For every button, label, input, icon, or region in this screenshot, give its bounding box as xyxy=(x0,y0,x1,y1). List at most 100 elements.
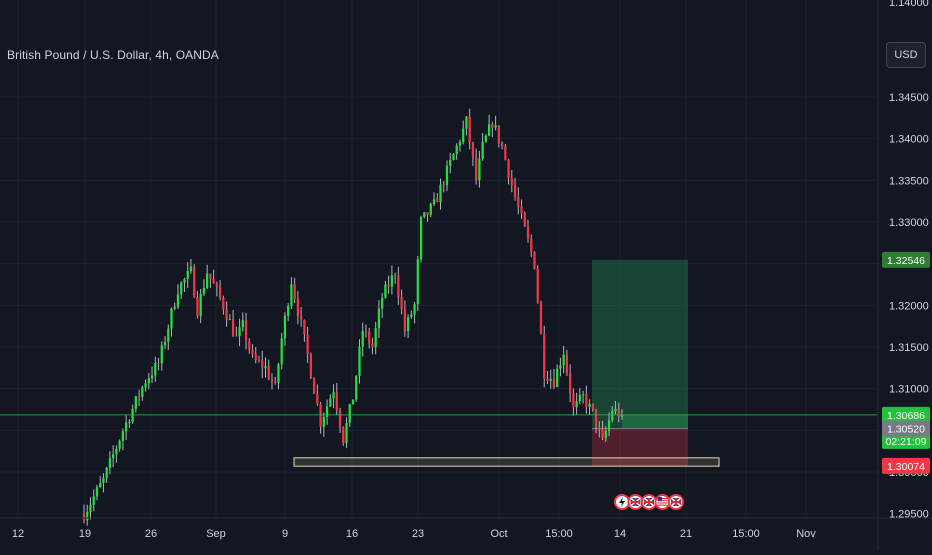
candle-body xyxy=(251,349,254,355)
position-target-zone[interactable] xyxy=(592,259,688,429)
us-canton xyxy=(657,497,662,501)
candle-body xyxy=(393,275,397,277)
candle-body xyxy=(121,431,125,441)
candle-body xyxy=(235,335,238,337)
candle-body xyxy=(280,338,283,365)
candle-body xyxy=(167,328,170,342)
entry-price-tag-bg xyxy=(882,420,930,437)
candle-body xyxy=(533,251,536,269)
economic-events[interactable] xyxy=(614,494,684,510)
target-price-tag[interactable]: 1.32546 xyxy=(882,251,930,268)
price-axis[interactable]: 1.295001.300001.305001.310001.315001.320… xyxy=(877,0,932,550)
candle-body xyxy=(377,308,381,329)
candle-body xyxy=(517,196,520,207)
stop-price-tag-bg xyxy=(882,457,930,474)
candle-body xyxy=(556,368,559,387)
entry-price-tag[interactable]: 1.30520 xyxy=(882,420,930,437)
candle-body xyxy=(355,375,358,400)
candle-body xyxy=(543,334,546,379)
candle-body xyxy=(471,142,475,157)
x-tick-label: 19 xyxy=(79,528,91,540)
candle-body xyxy=(361,331,364,347)
current-price-tag-text: 02:21:09 xyxy=(886,436,927,448)
x-tick-label: Sep xyxy=(206,528,226,540)
candle-body xyxy=(183,279,186,283)
candle-body xyxy=(442,184,445,186)
candle-body xyxy=(325,406,329,418)
candle-body xyxy=(462,128,465,142)
candle-body xyxy=(429,204,432,216)
candle-body xyxy=(617,408,620,417)
stop-price-tag-text: 1.30074 xyxy=(887,461,925,473)
candle-body xyxy=(484,135,488,142)
x-tick-label: 15:00 xyxy=(732,528,760,540)
candle-body xyxy=(335,392,338,410)
candle-body xyxy=(82,513,86,521)
candle-body xyxy=(416,259,419,305)
candle-body xyxy=(312,378,316,394)
candle-body xyxy=(559,365,562,369)
position-open-pnl xyxy=(622,414,688,429)
candle-body xyxy=(128,421,131,423)
candle-body xyxy=(452,154,455,160)
x-tick-label: Oct xyxy=(490,528,507,540)
candle-body xyxy=(209,273,212,279)
candle-body xyxy=(426,212,429,216)
target-price-tag-text: 1.32546 xyxy=(887,255,925,267)
candle-body xyxy=(384,284,387,298)
candle-body xyxy=(591,403,594,410)
support-zone[interactable] xyxy=(293,457,720,467)
y-tick-label: 1.33000 xyxy=(889,217,929,229)
time-axis[interactable]: 12 19 26 Sep 9 16 23 Oct 15:00 14 21 15:00 Nov xyxy=(0,517,932,540)
candle-body xyxy=(163,341,167,346)
candle-body xyxy=(150,375,154,379)
currency-button[interactable]: USD xyxy=(886,42,926,68)
candle-body xyxy=(494,125,497,128)
candle-body xyxy=(403,309,406,332)
chart-title: British Pound / U.S. Dollar, 4h, OANDA xyxy=(7,48,219,62)
candle-body xyxy=(500,142,504,147)
y-tick-label: 1.31000 xyxy=(889,384,929,396)
x-tick-label: 16 xyxy=(346,528,358,540)
target-price-tag-bg xyxy=(882,251,930,268)
stop-price-tag[interactable]: 1.30074 xyxy=(882,457,930,474)
candle-body xyxy=(193,266,196,298)
uk-flag-icon[interactable] xyxy=(668,494,684,510)
candle-body xyxy=(611,411,614,421)
current-price-tag-text: 1.30686 xyxy=(887,410,925,422)
candle-body xyxy=(390,275,394,287)
y-tick-label: 1.34500 xyxy=(889,92,929,104)
position-stop-zone[interactable] xyxy=(592,428,688,466)
us-stripe xyxy=(657,504,668,506)
candle-body xyxy=(316,393,319,404)
lightning-icon[interactable] xyxy=(614,494,630,510)
long-position-tool[interactable] xyxy=(592,259,688,466)
candle-body xyxy=(264,366,267,369)
candle-body xyxy=(270,378,274,382)
support-rectangle[interactable] xyxy=(293,457,720,467)
candle-body xyxy=(497,125,500,143)
candle-body xyxy=(137,396,141,398)
candle-body xyxy=(614,408,617,412)
uk-flag-icon[interactable] xyxy=(641,494,657,510)
candle-body xyxy=(131,408,134,422)
y-tick-label: 1.33500 xyxy=(889,175,929,187)
candle-body xyxy=(565,354,569,374)
candle-body xyxy=(439,184,442,203)
candle-body xyxy=(160,345,163,364)
candle-body xyxy=(368,331,371,344)
candle-body xyxy=(86,511,89,521)
candle-body xyxy=(225,309,228,320)
uk-flag-icon[interactable] xyxy=(627,494,644,510)
candle-body xyxy=(293,284,296,299)
candle-body xyxy=(562,354,565,366)
candle-body xyxy=(173,306,176,309)
candle-body xyxy=(89,504,92,512)
candle-body xyxy=(351,399,355,405)
y-tick-label: 1.32000 xyxy=(889,300,929,312)
y-tick-label: 1.34000 xyxy=(889,134,929,146)
us-flag-icon[interactable] xyxy=(654,494,671,510)
candle-body xyxy=(510,178,513,185)
